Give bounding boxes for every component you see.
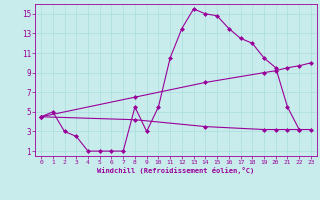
X-axis label: Windchill (Refroidissement éolien,°C): Windchill (Refroidissement éolien,°C) [97, 167, 255, 174]
